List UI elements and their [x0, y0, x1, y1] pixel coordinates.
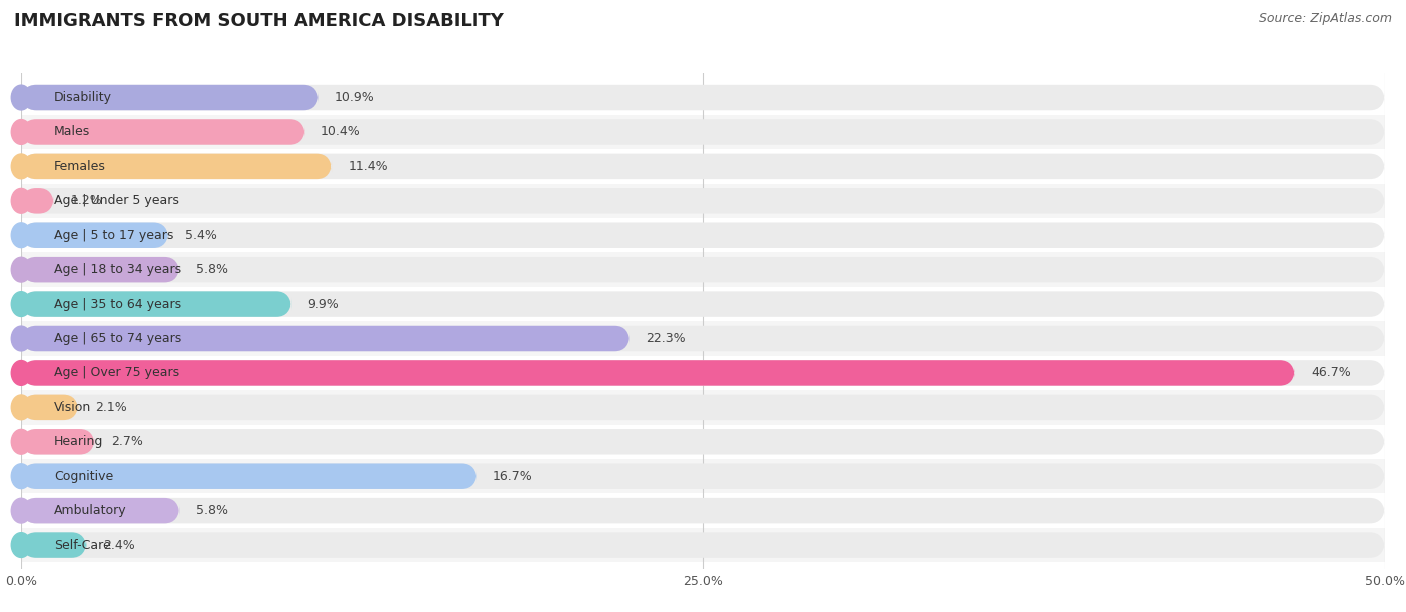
Text: Source: ZipAtlas.com: Source: ZipAtlas.com — [1258, 12, 1392, 25]
Text: IMMIGRANTS FROM SOUTH AMERICA DISABILITY: IMMIGRANTS FROM SOUTH AMERICA DISABILITY — [14, 12, 503, 30]
FancyBboxPatch shape — [21, 223, 1385, 248]
FancyBboxPatch shape — [21, 326, 630, 351]
Text: Vision: Vision — [53, 401, 91, 414]
Text: Disability: Disability — [53, 91, 112, 104]
Bar — [21, 459, 1385, 493]
Bar — [21, 149, 1385, 184]
FancyBboxPatch shape — [21, 429, 94, 455]
Text: 16.7%: 16.7% — [494, 470, 533, 483]
Circle shape — [11, 188, 31, 213]
Text: 11.4%: 11.4% — [349, 160, 388, 173]
FancyBboxPatch shape — [21, 360, 1295, 386]
FancyBboxPatch shape — [21, 463, 477, 489]
Circle shape — [11, 395, 31, 420]
Text: 46.7%: 46.7% — [1312, 367, 1351, 379]
Bar — [21, 528, 1385, 562]
FancyBboxPatch shape — [21, 119, 305, 144]
Text: Females: Females — [53, 160, 105, 173]
Text: Age | 65 to 74 years: Age | 65 to 74 years — [53, 332, 181, 345]
FancyBboxPatch shape — [21, 498, 1385, 523]
Circle shape — [11, 360, 31, 386]
FancyBboxPatch shape — [21, 532, 1385, 558]
Circle shape — [11, 257, 31, 282]
Text: 1.2%: 1.2% — [70, 195, 103, 207]
Circle shape — [11, 154, 31, 179]
FancyBboxPatch shape — [21, 119, 1385, 144]
Circle shape — [11, 464, 31, 488]
FancyBboxPatch shape — [21, 85, 1385, 110]
Text: 22.3%: 22.3% — [645, 332, 685, 345]
Circle shape — [11, 326, 31, 351]
FancyBboxPatch shape — [21, 223, 169, 248]
FancyBboxPatch shape — [21, 395, 79, 420]
Bar — [21, 114, 1385, 149]
Text: 2.1%: 2.1% — [94, 401, 127, 414]
Circle shape — [11, 498, 31, 523]
Bar — [21, 321, 1385, 356]
FancyBboxPatch shape — [21, 326, 1385, 351]
Text: Age | 5 to 17 years: Age | 5 to 17 years — [53, 229, 173, 242]
FancyBboxPatch shape — [21, 188, 1385, 214]
Bar — [21, 184, 1385, 218]
Bar — [21, 493, 1385, 528]
FancyBboxPatch shape — [21, 154, 332, 179]
Circle shape — [11, 119, 31, 144]
Text: Cognitive: Cognitive — [53, 470, 112, 483]
Text: 2.7%: 2.7% — [111, 435, 143, 448]
Text: Age | Under 5 years: Age | Under 5 years — [53, 195, 179, 207]
FancyBboxPatch shape — [21, 498, 180, 523]
Bar — [21, 218, 1385, 253]
Text: 2.4%: 2.4% — [103, 539, 135, 551]
Text: Age | Over 75 years: Age | Over 75 years — [53, 367, 179, 379]
FancyBboxPatch shape — [21, 257, 180, 282]
FancyBboxPatch shape — [21, 188, 53, 214]
Text: Age | 18 to 34 years: Age | 18 to 34 years — [53, 263, 181, 276]
Text: Hearing: Hearing — [53, 435, 103, 448]
FancyBboxPatch shape — [21, 532, 87, 558]
Text: Ambulatory: Ambulatory — [53, 504, 127, 517]
FancyBboxPatch shape — [21, 154, 1385, 179]
Circle shape — [11, 292, 31, 316]
Text: Self-Care: Self-Care — [53, 539, 111, 551]
Text: 5.8%: 5.8% — [195, 504, 228, 517]
Bar — [21, 252, 1385, 287]
FancyBboxPatch shape — [21, 291, 1385, 317]
Bar — [21, 287, 1385, 321]
FancyBboxPatch shape — [21, 360, 1385, 386]
Bar — [21, 356, 1385, 390]
Text: 10.4%: 10.4% — [321, 125, 361, 138]
Bar — [21, 425, 1385, 459]
FancyBboxPatch shape — [21, 85, 318, 110]
FancyBboxPatch shape — [21, 429, 1385, 455]
Bar — [21, 390, 1385, 425]
Text: Males: Males — [53, 125, 90, 138]
Circle shape — [11, 430, 31, 454]
Text: 5.4%: 5.4% — [184, 229, 217, 242]
Text: Age | 35 to 64 years: Age | 35 to 64 years — [53, 297, 181, 310]
FancyBboxPatch shape — [21, 463, 1385, 489]
FancyBboxPatch shape — [21, 257, 1385, 282]
Circle shape — [11, 532, 31, 558]
Text: 9.9%: 9.9% — [308, 297, 339, 310]
FancyBboxPatch shape — [21, 395, 1385, 420]
Circle shape — [11, 85, 31, 110]
Text: 5.8%: 5.8% — [195, 263, 228, 276]
Bar — [21, 80, 1385, 115]
Circle shape — [11, 223, 31, 248]
FancyBboxPatch shape — [21, 291, 291, 317]
Text: 10.9%: 10.9% — [335, 91, 374, 104]
